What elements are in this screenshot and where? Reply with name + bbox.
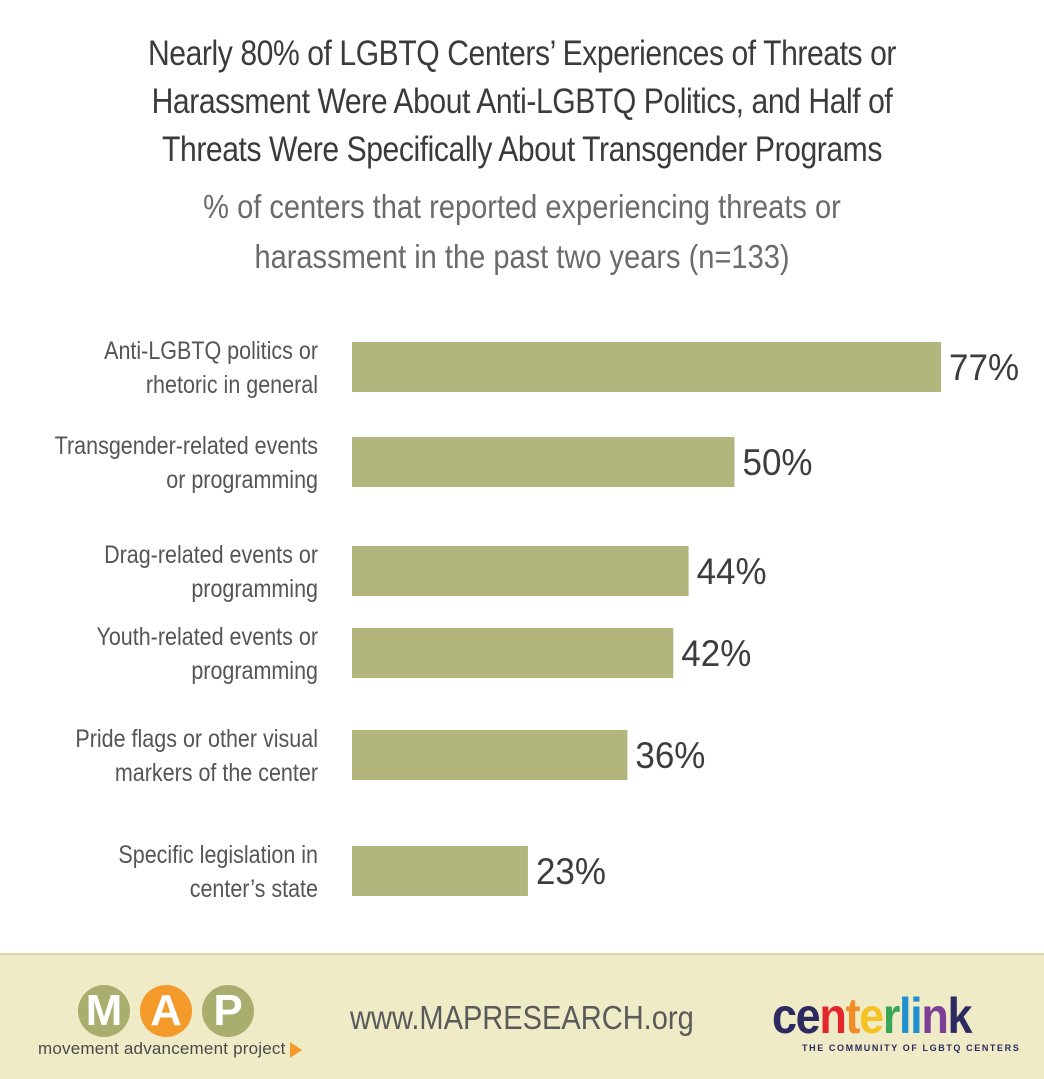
bar-2 [352,437,735,487]
footer: M A P movement advancement project www.M… [0,953,1044,1079]
category-label-6-line-1: Specific legislation in [118,841,318,869]
bar-chart: 77% Anti-LGBTQ politics or rhetoric in gen… [55,337,1019,903]
centerlink-letter: e [859,988,884,1044]
map-letter-p: P [202,985,254,1037]
chart-title: Nearly 80% of LGBTQ Centers’ Experiences… [73,30,971,174]
centerlink-letter: k [947,988,972,1044]
value-label-5: 36% [635,735,705,776]
category-label-5-line-1: Pride flags or other visual [75,725,318,753]
category-label-3-line-2: programming [191,575,318,603]
bar-1 [352,342,942,392]
value-label-1: 77% [949,347,1019,388]
centerlink-letter: l [898,988,912,1044]
title-line-1: Nearly 80% of LGBTQ Centers’ Experiences… [147,34,897,73]
centerlink-tagline: THE COMMUNITY OF LGBTQ CENTERS [802,1043,1021,1053]
map-tagline-text: movement advancement project [38,1039,286,1058]
title-line-2: Harassment Were About Anti-LGBTQ Politic… [151,82,893,121]
category-label-4-line-2: programming [191,657,318,685]
centerlink-letter: e [795,988,821,1044]
centerlink-letter: n [819,988,846,1044]
category-label-6-line-2: center’s state [190,875,318,903]
map-letter-m: M [78,985,130,1037]
centerlink-letter: c [772,988,797,1044]
subtitle-line-2: harassment in the past two years (n=133) [254,238,790,275]
centerlink-letter: n [921,988,948,1044]
value-label-2: 50% [743,442,813,483]
subtitle-line-1: % of centers that reported experiencing … [203,188,841,225]
map-logo-circles: M A P [78,985,278,1037]
category-label-4-line-1: Youth-related events or [96,623,318,651]
centerlink-letter: i [910,988,923,1044]
value-label-6: 23% [536,851,606,892]
centerlink-wordmark: centerlink [772,988,973,1044]
map-tagline: movement advancement project [38,1039,302,1059]
category-label-3-line-1: Drag-related events or [104,541,318,569]
bar-5 [352,730,628,780]
value-label-4: 42% [681,633,751,674]
bar-3 [352,546,689,596]
bar-6 [352,846,528,896]
category-label-2-line-1: Transgender-related events [55,432,318,460]
category-label-2-line-2: or programming [166,466,318,494]
website-url[interactable]: www.MAPRESEARCH.org [350,999,694,1036]
category-label-1-line-2: rhetoric in general [146,371,318,399]
category-label-1-line-1: Anti-LGBTQ politics or [104,337,318,365]
map-letter-a: A [140,985,192,1037]
bar-4 [352,628,674,678]
play-arrow-icon [289,1041,302,1058]
chart-subtitle: % of centers that reported experiencing … [63,182,982,282]
title-line-3: Threats Were Specifically About Transgen… [162,130,882,169]
centerlink-letter: r [882,988,901,1044]
centerlink-letter: t [845,988,861,1044]
value-label-3: 44% [697,551,767,592]
map-logo[interactable]: M A P movement advancement project [38,985,302,1058]
category-label-5-line-2: markers of the center [115,759,318,787]
centerlink-logo[interactable]: centerlink THE COMMUNITY OF LGBTQ CENTER… [772,989,1022,1059]
